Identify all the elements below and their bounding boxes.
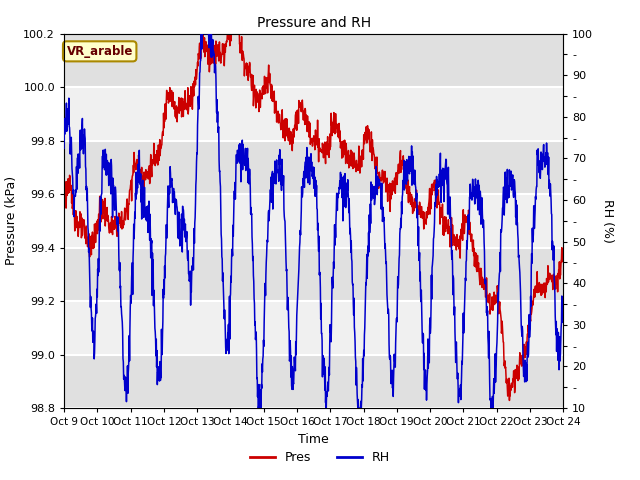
Bar [64,248,563,301]
Bar [64,301,563,355]
Text: VR_arable: VR_arable [67,45,133,58]
X-axis label: Time: Time [298,432,329,445]
Y-axis label: Pressure (kPa): Pressure (kPa) [4,176,18,265]
Title: Pressure and RH: Pressure and RH [257,16,371,30]
Legend: Pres, RH: Pres, RH [245,446,395,469]
Bar [64,87,563,141]
Bar [64,34,563,87]
Bar [64,141,563,194]
Y-axis label: RH (%): RH (%) [601,199,614,243]
Bar [64,355,563,408]
Bar [64,194,563,248]
